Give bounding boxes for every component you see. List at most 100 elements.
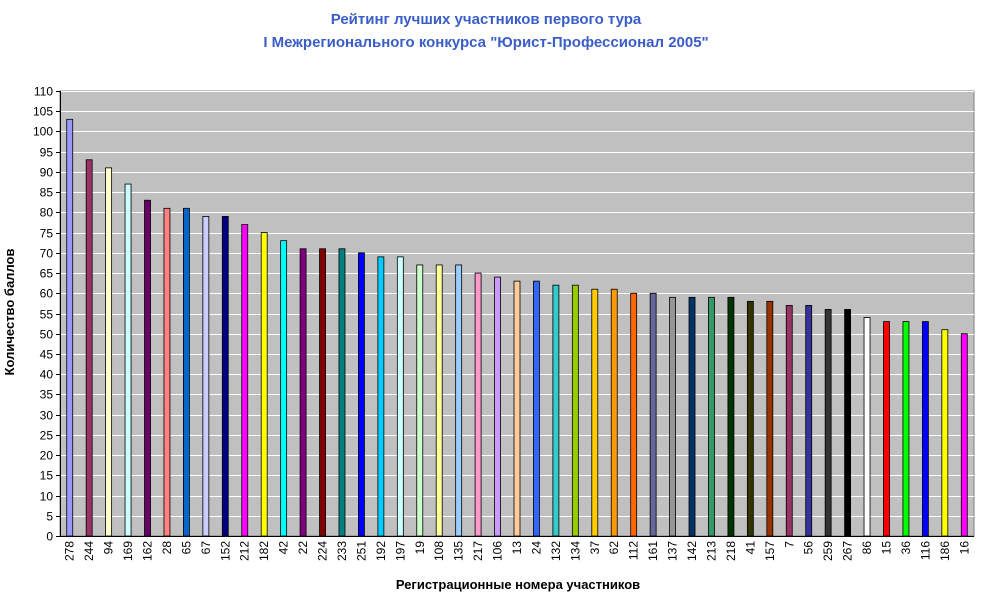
bar: [299, 248, 307, 537]
bar: [785, 305, 793, 537]
x-tick-label: 244: [82, 541, 96, 561]
bar: [319, 248, 326, 537]
x-tick-label: 134: [568, 541, 582, 561]
x-tick-label: 267: [841, 541, 855, 561]
x-tick-label: 217: [471, 541, 485, 561]
bar: [591, 288, 599, 537]
y-tick-label: 60: [40, 287, 54, 301]
x-tick-label: 16: [957, 541, 971, 555]
y-tick-label: 20: [40, 449, 54, 463]
bar: [766, 300, 774, 537]
x-tick-label: 106: [491, 541, 505, 561]
y-tick-label: 40: [40, 368, 54, 382]
bar: [552, 284, 560, 537]
bar: [708, 296, 715, 537]
x-axis-label: Регистрационные номера участников: [396, 577, 640, 592]
x-tick-label: 22: [296, 541, 310, 555]
y-tick-label: 80: [40, 206, 54, 220]
x-tick-label: 218: [724, 541, 738, 561]
y-tick-label: 35: [40, 388, 54, 402]
y-tick-label: 65: [40, 267, 54, 281]
bar: [844, 309, 851, 537]
x-tick-label: 108: [432, 541, 446, 561]
x-tick-label: 62: [607, 541, 621, 555]
bar: [863, 317, 871, 537]
x-tick-label: 233: [335, 541, 349, 561]
y-tick-label: 85: [40, 186, 54, 200]
bar: [474, 272, 482, 537]
x-tick-label: 37: [588, 541, 602, 555]
x-tick-label: 86: [860, 541, 874, 555]
bar: [144, 199, 151, 537]
bar: [377, 256, 385, 537]
y-tick-label: 5: [46, 510, 53, 524]
bar: [105, 167, 113, 537]
bar: [960, 333, 968, 537]
x-tick-label: 162: [141, 541, 155, 561]
bar: [630, 292, 638, 537]
x-tick-label: 112: [627, 541, 641, 560]
bar: [85, 159, 93, 537]
x-tick-label: 28: [160, 541, 174, 555]
bar: [202, 216, 210, 537]
bar: [571, 284, 579, 537]
bar: [610, 288, 618, 537]
x-tick-label: 197: [393, 541, 407, 561]
x-tick-label: 152: [218, 541, 232, 561]
bar: [727, 296, 735, 537]
x-tick-label: 65: [179, 541, 193, 555]
bar: [902, 321, 910, 537]
x-tick-label: 116: [918, 541, 932, 560]
bar: [688, 296, 696, 537]
y-tick-label: 100: [33, 125, 53, 139]
bar: [669, 296, 676, 537]
y-tick-label: 90: [40, 166, 54, 180]
bar: [805, 305, 813, 537]
x-tick-label: 56: [802, 541, 816, 555]
x-tick-label: 278: [63, 541, 77, 561]
bar: [124, 183, 132, 537]
y-tick-label: 0: [46, 530, 53, 544]
y-tick-label: 25: [40, 429, 54, 443]
x-tick-label: 41: [743, 541, 757, 555]
y-tick-label: 50: [40, 328, 54, 342]
bar: [221, 216, 229, 537]
x-tick-label: 36: [899, 541, 913, 555]
y-axis-label: Количество баллов: [2, 249, 17, 376]
x-tick-label: 192: [374, 541, 388, 561]
y-tick-label: 15: [40, 469, 54, 483]
x-tick-label: 169: [121, 541, 135, 561]
y-tick-label: 30: [40, 409, 54, 423]
y-tick-label: 95: [40, 146, 54, 160]
chart-subtitle: I Межрегионального конкурса "Юрист-Профе…: [263, 34, 708, 51]
x-tick-label: 24: [529, 541, 543, 555]
bar: [883, 321, 890, 537]
bar: [416, 264, 424, 537]
y-tick-label: 55: [40, 308, 54, 322]
x-tick-label: 186: [938, 541, 952, 561]
bar: [358, 252, 365, 537]
x-tick-label: 67: [199, 541, 213, 555]
x-tick-label: 212: [238, 541, 252, 561]
bar: [338, 248, 346, 537]
y-tick-label: 70: [40, 247, 54, 261]
bar: [746, 300, 754, 537]
bar: [396, 256, 404, 537]
x-tick-label: 132: [549, 541, 563, 561]
bar: [494, 276, 501, 537]
bar: [435, 264, 443, 537]
bar: [280, 240, 288, 537]
bar: [649, 292, 657, 537]
x-tick-label: 135: [452, 541, 466, 561]
y-tick-label: 105: [33, 105, 53, 119]
bar: [241, 224, 249, 537]
x-tick-label: 7: [782, 541, 796, 548]
x-tick-label: 259: [821, 541, 835, 561]
x-tick-label: 94: [102, 541, 116, 555]
x-tick-label: 42: [277, 541, 291, 555]
bar: [533, 280, 540, 537]
x-tick-label: 19: [413, 541, 427, 555]
x-tick-label: 15: [879, 541, 893, 555]
y-tick-label: 110: [34, 85, 53, 99]
